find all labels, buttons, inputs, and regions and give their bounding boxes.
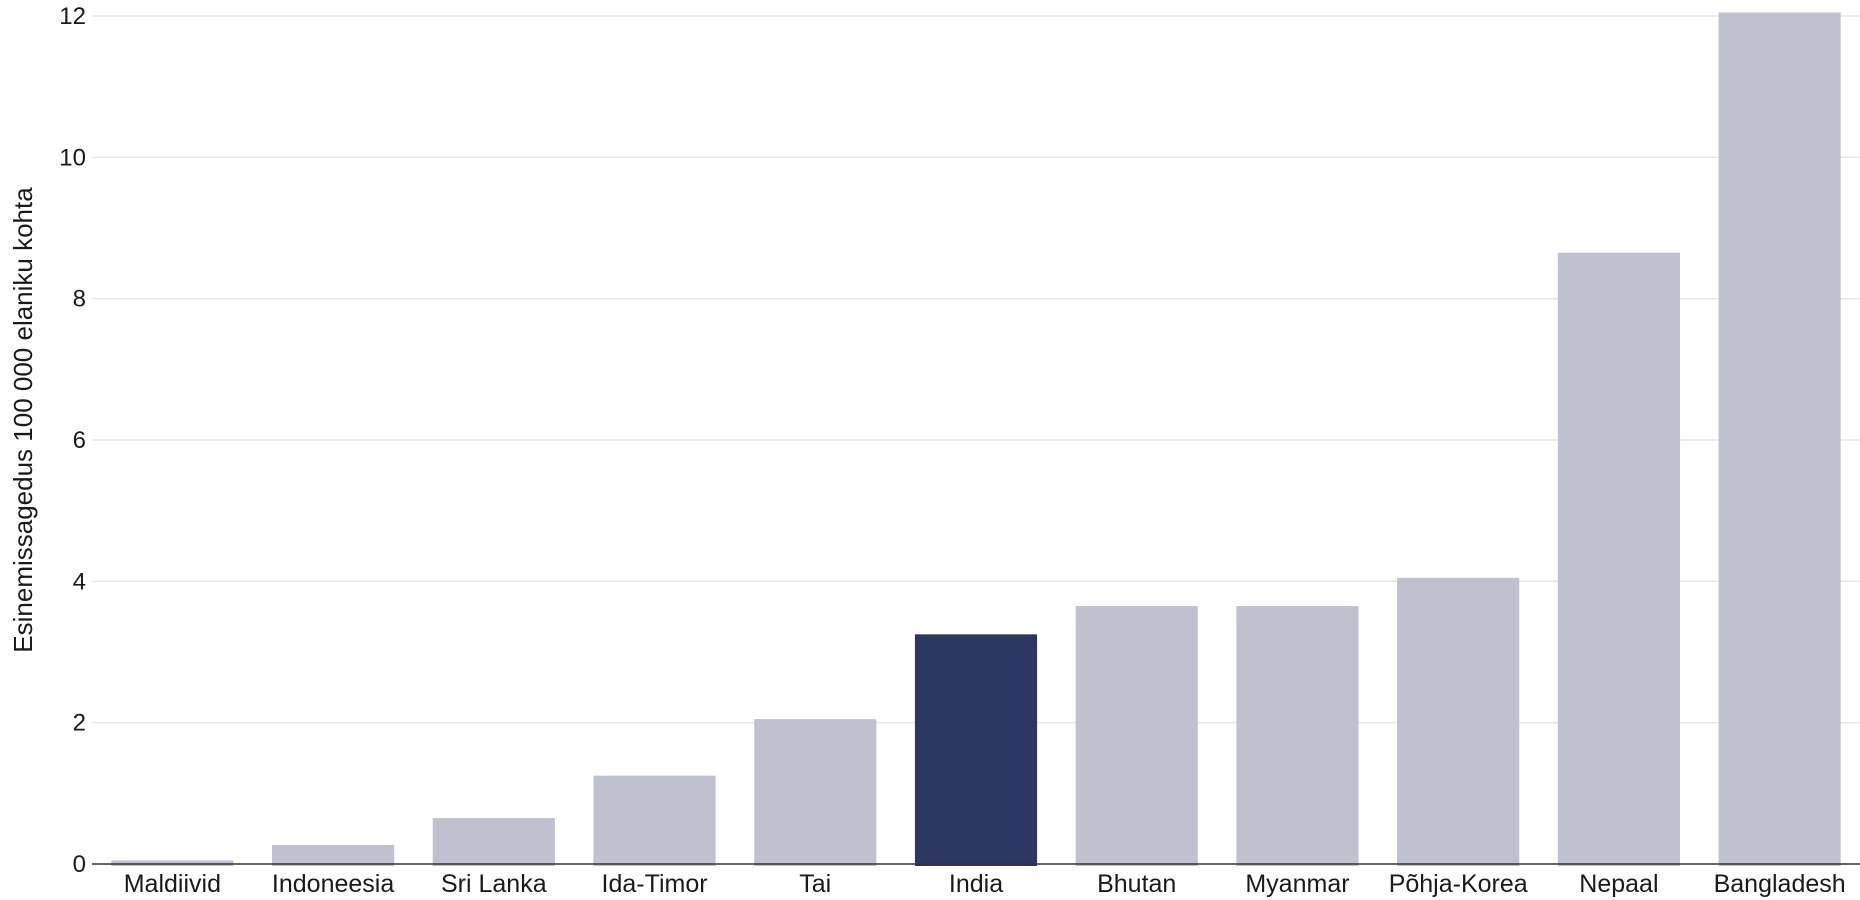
y-axis-title: Esinemissagedus 100 000 elaniku kohta	[8, 187, 38, 653]
y-tick-label: 4	[73, 568, 86, 595]
x-category-label: Sri Lanka	[441, 870, 547, 898]
bars	[111, 12, 1841, 866]
bar-nepaal	[1557, 252, 1680, 866]
x-category-label: Bhutan	[1097, 870, 1176, 898]
bar-bhutan	[1075, 606, 1198, 866]
x-category-label: Põhja-Korea	[1389, 870, 1528, 898]
x-category-label: India	[949, 870, 1003, 898]
bar-p-hja-korea	[1397, 577, 1520, 866]
bar-india	[914, 634, 1038, 866]
y-tick-label: 6	[73, 427, 86, 454]
bar-bangladesh	[1718, 12, 1841, 866]
bar-myanmar	[1236, 606, 1359, 866]
bar-sri-lanka	[432, 818, 555, 866]
y-tick-label: 8	[73, 286, 86, 313]
x-category-label: Ida-Timor	[602, 870, 708, 898]
y-tick-label: 0	[73, 851, 86, 878]
y-tick-label: 10	[59, 144, 86, 171]
x-category-labels: Maldiivid Indoneesia Sri Lanka Ida-Timor Tai…	[124, 870, 1846, 898]
y-tick-label: 2	[73, 710, 86, 737]
x-category-label: Indoneesia	[272, 870, 394, 898]
x-category-label: Myanmar	[1245, 870, 1349, 898]
y-tick-label: 12	[59, 3, 86, 30]
bar-indoneesia	[272, 844, 395, 866]
bar-maldiivid	[111, 860, 234, 866]
x-category-label: Tai	[799, 870, 831, 898]
x-category-label: Bangladesh	[1714, 870, 1846, 898]
y-tick-labels: 0 2 4 6 8 10 12	[59, 3, 86, 878]
x-category-label: Nepaal	[1579, 870, 1658, 898]
x-category-label: Maldiivid	[124, 870, 221, 898]
bar-tai	[754, 719, 877, 866]
bar-ida-timor	[593, 775, 716, 866]
